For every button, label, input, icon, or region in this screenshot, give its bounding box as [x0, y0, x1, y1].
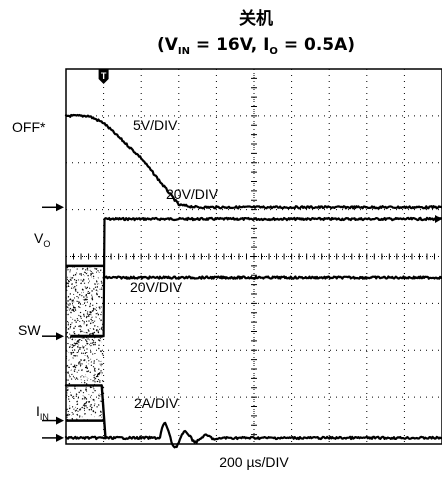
trigger-marker-label: T	[101, 71, 107, 81]
trace-off	[102, 216, 442, 338]
ground-arrow-off	[56, 332, 64, 341]
scope-markers: T	[42, 69, 442, 442]
channel-scale-vo: 20V/DIV	[166, 186, 219, 202]
ground-arrow-iin	[56, 433, 64, 442]
scope-grid	[65, 68, 442, 445]
scope-screen: T	[42, 68, 442, 449]
trace-sw	[102, 275, 442, 280]
trace-sw-switching	[65, 264, 105, 422]
ground-arrow-vo	[56, 203, 64, 212]
trace-vo	[64, 113, 442, 210]
chart-subtitle: (VIN = 16V, IO = 0.5A)	[157, 35, 355, 57]
trace-sw-envelope	[66, 264, 104, 422]
trace-iin	[64, 421, 442, 449]
trace-iin-before	[64, 384, 107, 440]
channel-label-off: OFF*	[12, 119, 46, 135]
channel-scale-sw: 20V/DIV	[130, 279, 183, 295]
trigger-marker	[98, 69, 109, 84]
channel-label-vo: VO	[34, 230, 50, 249]
x-axis-label: 200 µs/DIV	[219, 454, 289, 470]
trigger-level-marker	[435, 215, 442, 223]
trace-off-edge	[102, 218, 106, 337]
channel-scale-off: 5V/DIV	[133, 117, 178, 133]
channel-label-iin: IIN	[36, 403, 49, 422]
channel-label-sw: SW	[18, 322, 41, 338]
channel-scale-iin: 2A/DIV	[134, 395, 179, 411]
chart-title: 关机	[239, 8, 273, 29]
ground-arrow-sw	[56, 416, 64, 425]
scope-traces	[64, 113, 442, 449]
